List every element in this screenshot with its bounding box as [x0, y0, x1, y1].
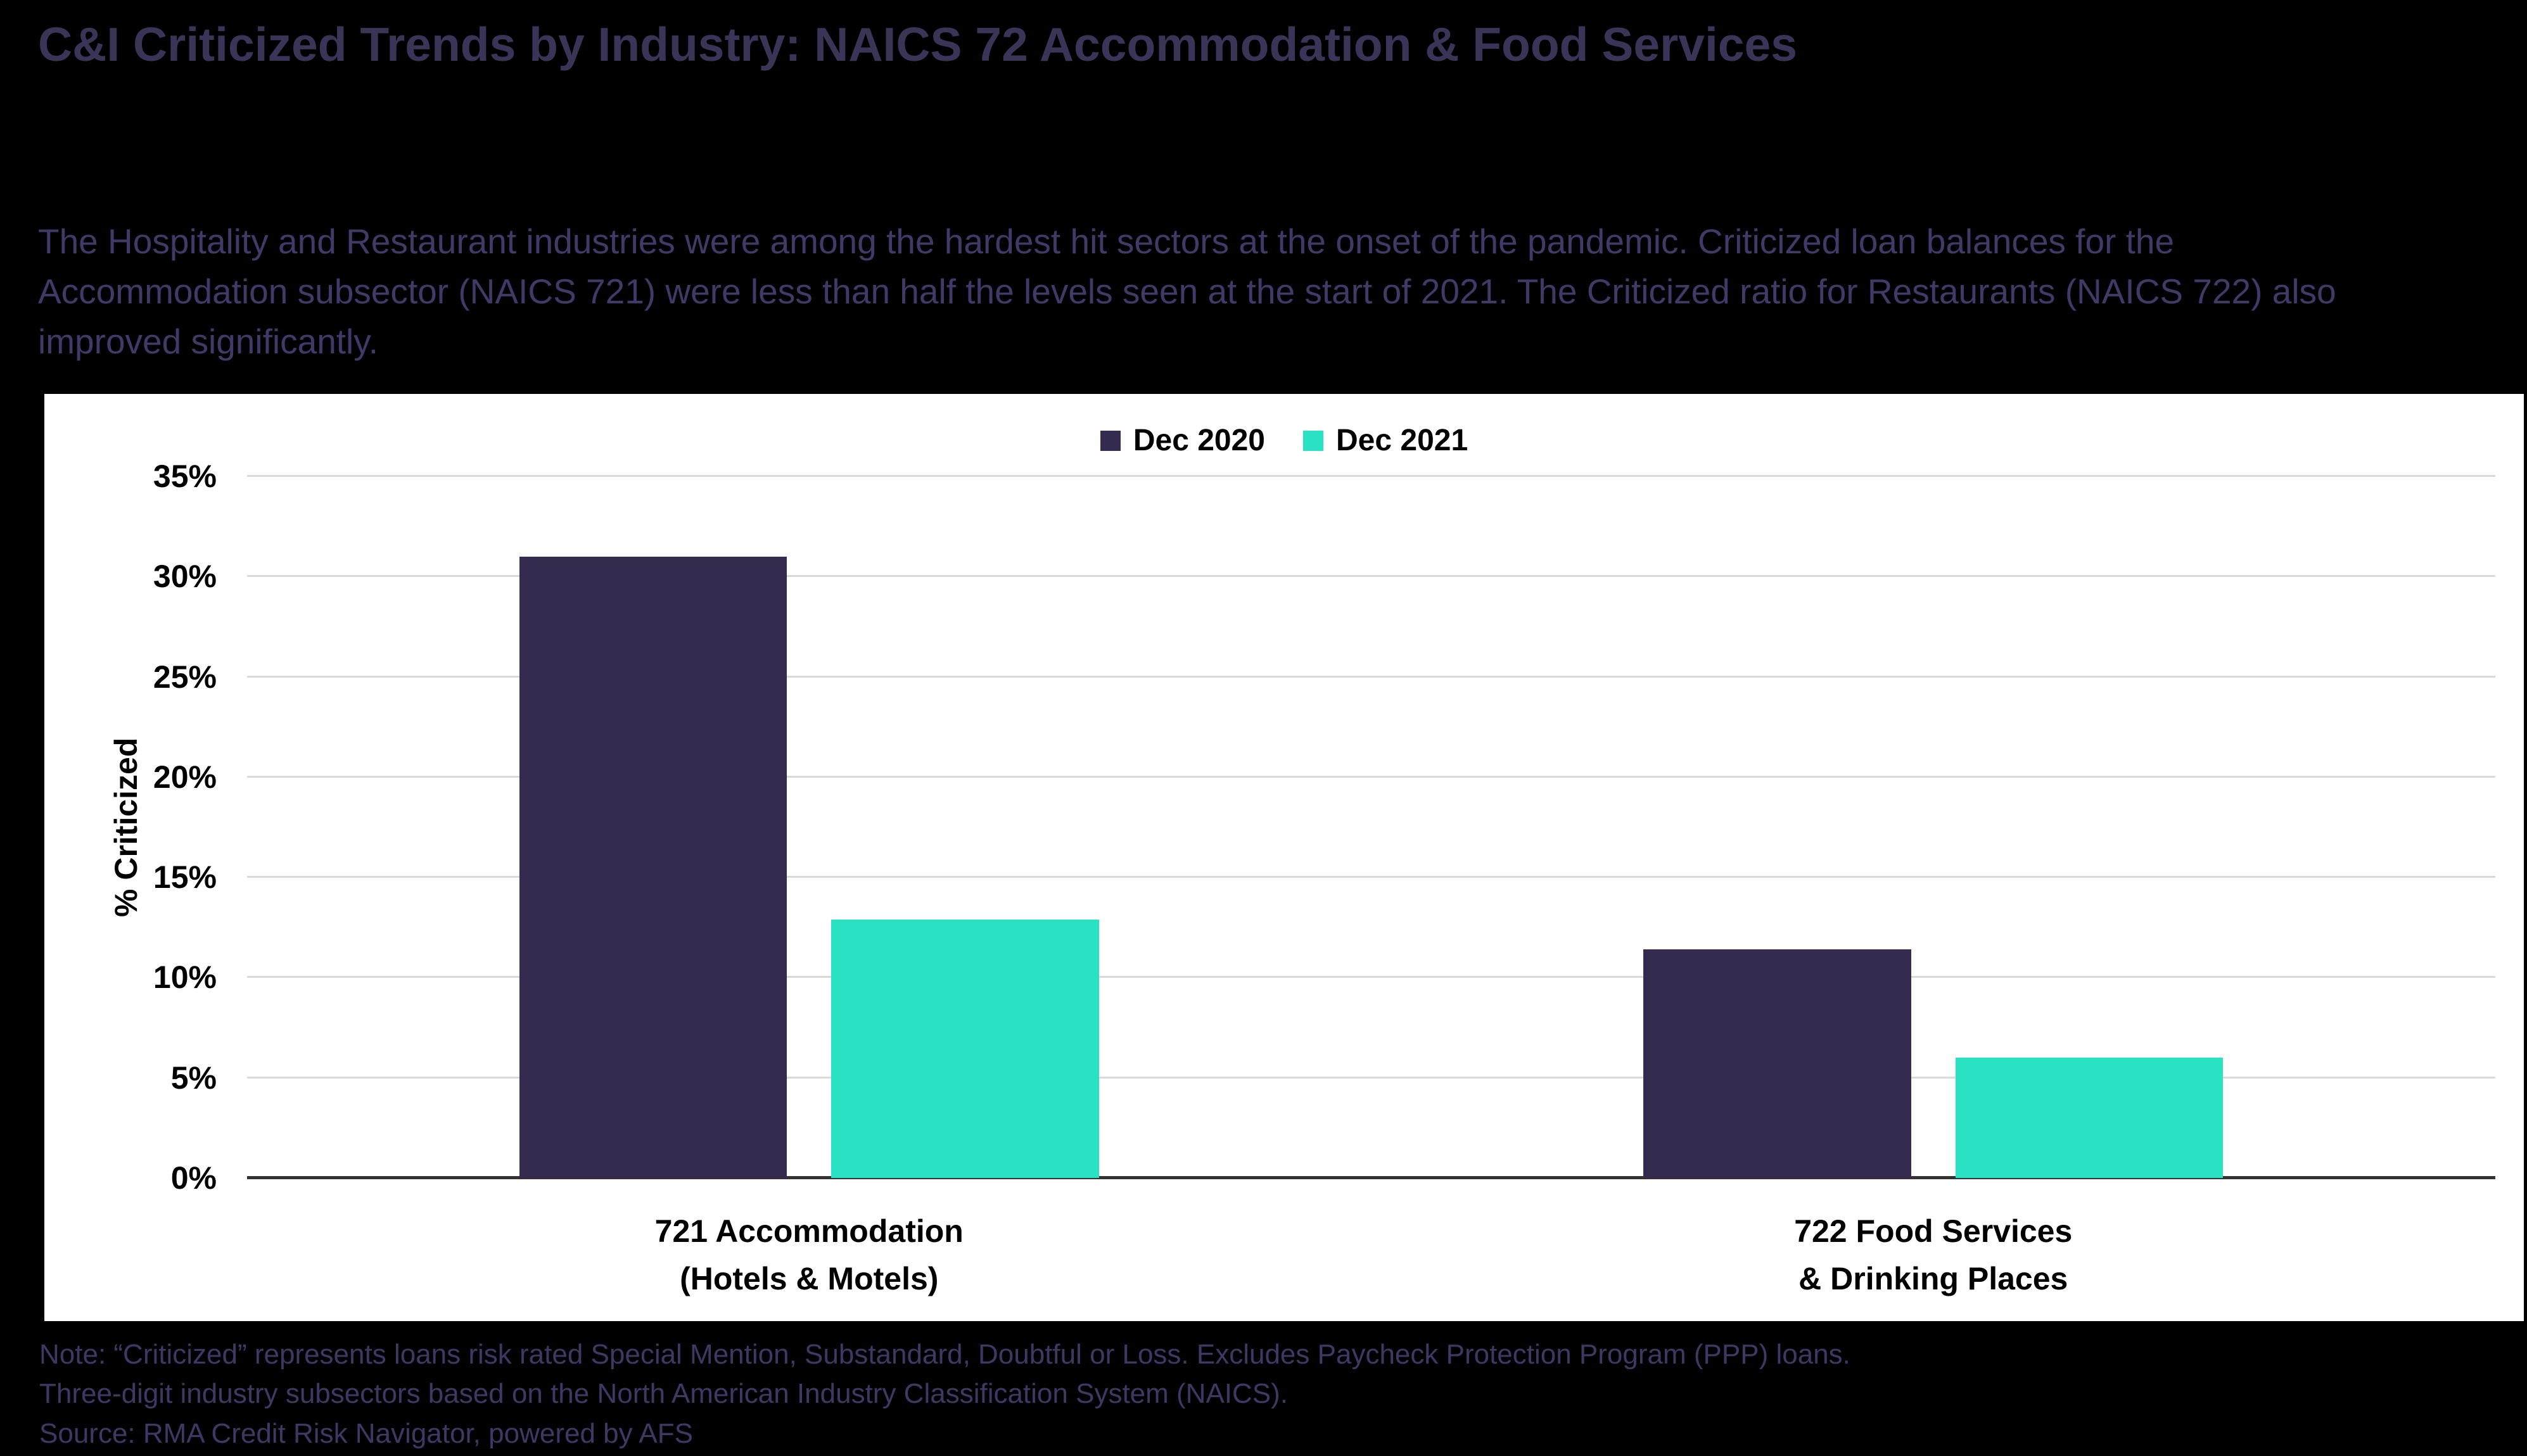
footer-note-line: Three-digit industry subsectors based on… [39, 1378, 1289, 1410]
gridline [247, 976, 2495, 978]
bar-dec-2021 [831, 919, 1099, 1178]
footer-note-line: Source: RMA Credit Risk Navigator, power… [39, 1417, 693, 1449]
x-axis-line [247, 1176, 2495, 1179]
gridline [247, 775, 2495, 778]
gridline [247, 1076, 2495, 1079]
gridline [247, 475, 2495, 477]
chart-panel: Dec 2020 Dec 2021 % Criticized 0% 5% 10% 15%… [44, 394, 2524, 1321]
legend-label: Dec 2020 [1133, 424, 1265, 457]
gridline [247, 675, 2495, 678]
footer-notes: Note: “Criticized” represents loans risk… [39, 1335, 1850, 1453]
y-tick-label: 10% [153, 959, 217, 996]
y-tick-label: 5% [170, 1060, 217, 1096]
bar-dec-2021 [1955, 1058, 2224, 1178]
legend-item: Dec 2020 [1100, 423, 1265, 458]
y-tick-label: 20% [153, 759, 217, 795]
page-title: C&I Criticized Trends by Industry: NAICS… [38, 18, 1797, 71]
gridline [247, 876, 2495, 878]
y-tick-label: 35% [153, 459, 217, 494]
footer-note-line: Note: “Criticized” represents loans risk… [39, 1339, 1850, 1370]
legend-swatch-icon [1303, 430, 1323, 451]
y-tick-label: 25% [153, 659, 217, 695]
plot-area: 0% 5% 10% 15% 20% 25% 30% 35% 721 Accommodation … [153, 459, 2495, 1296]
page-subtitle: The Hospitality and Restaurant industrie… [38, 222, 2336, 362]
y-tick-label: 15% [153, 859, 217, 896]
y-tick-label: 0% [170, 1160, 217, 1196]
y-tick-label: 30% [153, 559, 217, 595]
category-label: 721 Accommodation (Hotels & Motels) [654, 1213, 964, 1296]
legend-item: Dec 2021 [1303, 423, 1468, 458]
bar-dec-2020 [519, 556, 787, 1178]
gridline [247, 575, 2495, 578]
legend-label: Dec 2021 [1336, 424, 1468, 457]
legend-swatch-icon [1100, 430, 1121, 451]
bar-dec-2020 [1643, 949, 1911, 1178]
chart-legend: Dec 2020 Dec 2021 [44, 423, 2524, 458]
category-label: 722 Food Services & Drinking Places [1794, 1213, 2073, 1296]
